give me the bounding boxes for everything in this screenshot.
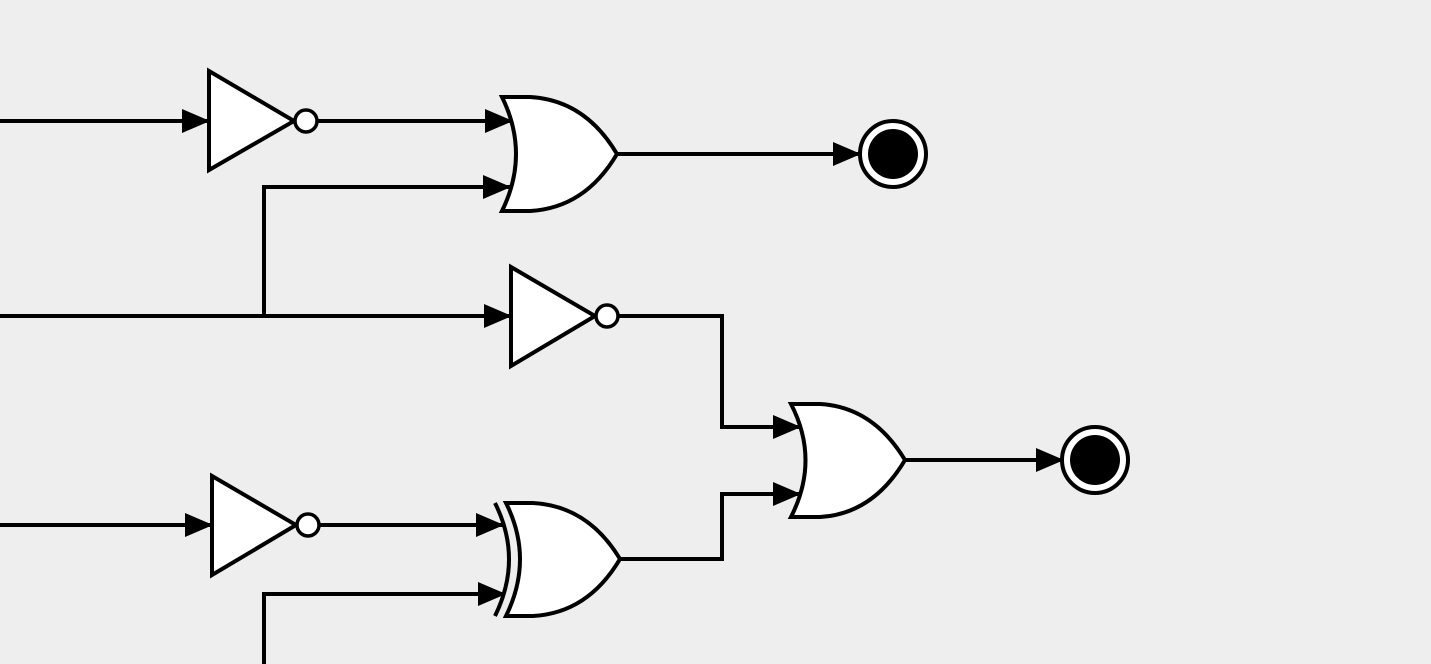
or-gate-2 [787, 402, 908, 519]
output-terminal-2 [1060, 425, 1130, 495]
xor-gate-1 [493, 501, 623, 618]
not-gate-3 [210, 472, 321, 579]
wire-input-2-to-or-1 [262, 175, 511, 316]
xor-extra-curve [493, 502, 511, 617]
output-terminal-1 [858, 119, 928, 189]
wire-xor-1-to-or-2 [620, 482, 801, 561]
or-gate-1 [498, 95, 620, 213]
wire-input-4-to-xor-1 [262, 582, 506, 664]
inverter-bubble [295, 512, 321, 538]
inverter-bubble [594, 303, 620, 329]
not-gate-1 [207, 67, 319, 174]
not-gate-2 [509, 263, 620, 370]
wires [0, 109, 1064, 664]
inverter-bubble [293, 108, 319, 134]
wire-not-2-to-or-2 [619, 314, 801, 439]
